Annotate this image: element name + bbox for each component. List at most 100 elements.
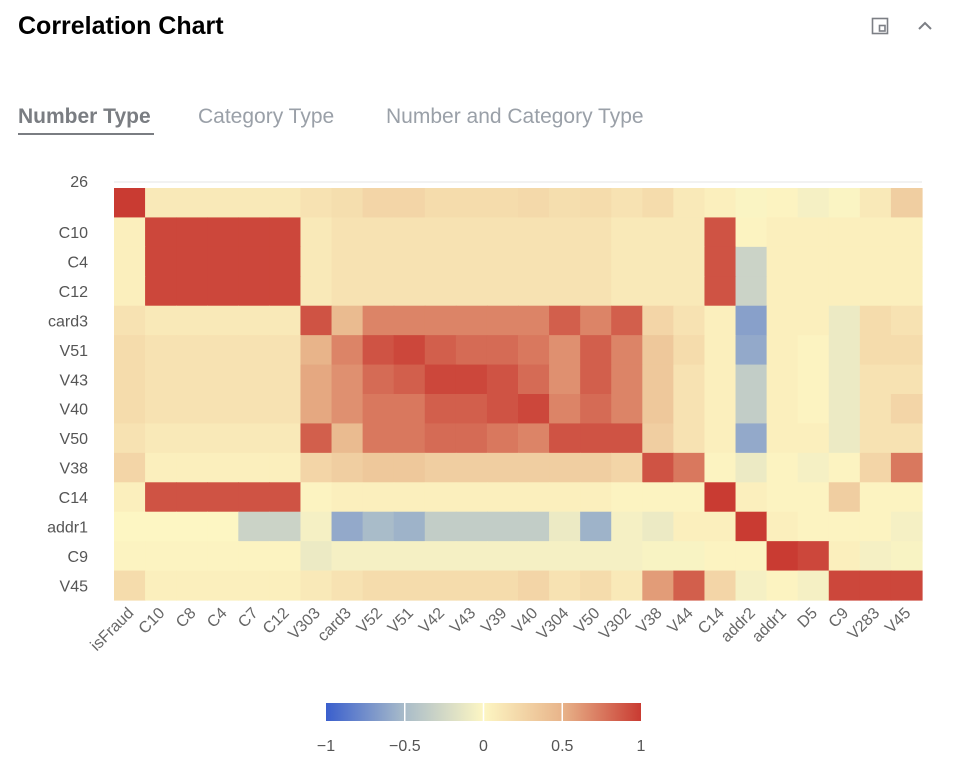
heatmap-cell[interactable] — [890, 217, 923, 248]
heatmap-cell[interactable] — [362, 570, 395, 601]
heatmap-cell[interactable] — [331, 364, 364, 395]
heatmap-cell[interactable] — [455, 394, 488, 425]
heatmap-cell[interactable] — [207, 511, 239, 542]
heatmap-cell[interactable] — [549, 394, 581, 425]
tab-category-type[interactable]: Category Type — [198, 105, 335, 128]
heatmap-cell[interactable] — [797, 570, 830, 601]
heatmap-cell[interactable] — [673, 188, 706, 219]
heatmap-cell[interactable] — [455, 482, 488, 513]
tab-number-and-category-type[interactable]: Number and Category Type — [386, 105, 644, 128]
heatmap-cell[interactable] — [424, 246, 457, 277]
heatmap-cell[interactable] — [145, 570, 177, 601]
heatmap-cell[interactable] — [207, 188, 239, 219]
heatmap-cell[interactable] — [797, 217, 830, 248]
heatmap-cell[interactable] — [393, 511, 426, 542]
heatmap-cell[interactable] — [207, 305, 239, 336]
heatmap-cell[interactable] — [455, 423, 488, 454]
heatmap-cell[interactable] — [362, 482, 395, 513]
heatmap-cell[interactable] — [269, 364, 302, 395]
heatmap-cell[interactable] — [766, 394, 799, 425]
heatmap-cell[interactable] — [145, 335, 177, 366]
heatmap-cell[interactable] — [642, 423, 674, 454]
heatmap-cell[interactable] — [797, 246, 830, 277]
heatmap-cell[interactable] — [890, 511, 923, 542]
heatmap-cell[interactable] — [580, 452, 612, 483]
heatmap-cell[interactable] — [145, 305, 177, 336]
heatmap-cell[interactable] — [704, 570, 737, 601]
heatmap-cell[interactable] — [611, 335, 643, 366]
heatmap-cell[interactable] — [393, 188, 426, 219]
heatmap-cell[interactable] — [207, 482, 239, 513]
heatmap-cell[interactable] — [393, 394, 426, 425]
heatmap-cell[interactable] — [362, 188, 395, 219]
heatmap-cell[interactable] — [393, 276, 426, 307]
heatmap-cell[interactable] — [207, 541, 239, 572]
heatmap-cell[interactable] — [611, 305, 643, 336]
heatmap-cell[interactable] — [797, 188, 830, 219]
heatmap-cell[interactable] — [145, 541, 177, 572]
heatmap-cell[interactable] — [393, 452, 426, 483]
heatmap-cell[interactable] — [114, 482, 146, 513]
heatmap-cell[interactable] — [797, 482, 830, 513]
heatmap-cell[interactable] — [331, 217, 364, 248]
heatmap-cell[interactable] — [145, 482, 177, 513]
heatmap-cell[interactable] — [642, 570, 674, 601]
heatmap-cell[interactable] — [114, 246, 146, 277]
heatmap-cell[interactable] — [828, 541, 861, 572]
heatmap-cell[interactable] — [362, 305, 395, 336]
heatmap-cell[interactable] — [269, 423, 302, 454]
heatmap-cell[interactable] — [269, 246, 302, 277]
heatmap-cell[interactable] — [424, 394, 457, 425]
heatmap-cell[interactable] — [331, 570, 364, 601]
heatmap-cell[interactable] — [238, 394, 270, 425]
heatmap-cell[interactable] — [393, 482, 426, 513]
heatmap-cell[interactable] — [145, 511, 177, 542]
heatmap-cell[interactable] — [114, 452, 146, 483]
heatmap-cell[interactable] — [859, 570, 892, 601]
heatmap-cell[interactable] — [269, 511, 302, 542]
heatmap-cell[interactable] — [114, 276, 146, 307]
heatmap-cell[interactable] — [114, 217, 146, 248]
heatmap-cell[interactable] — [176, 511, 208, 542]
heatmap-cell[interactable] — [145, 217, 177, 248]
heatmap-cell[interactable] — [300, 482, 333, 513]
heatmap-cell[interactable] — [145, 452, 177, 483]
heatmap-cell[interactable] — [704, 217, 737, 248]
heatmap-cell[interactable] — [580, 276, 612, 307]
heatmap-cell[interactable] — [580, 335, 612, 366]
heatmap-cell[interactable] — [362, 511, 395, 542]
heatmap-cell[interactable] — [890, 452, 923, 483]
heatmap-cell[interactable] — [269, 452, 302, 483]
heatmap-cell[interactable] — [238, 423, 270, 454]
heatmap-cell[interactable] — [518, 246, 550, 277]
heatmap-cell[interactable] — [766, 364, 799, 395]
heatmap-cell[interactable] — [176, 188, 208, 219]
heatmap-cell[interactable] — [735, 276, 768, 307]
heatmap-cell[interactable] — [859, 217, 892, 248]
heatmap-cell[interactable] — [611, 188, 643, 219]
heatmap-cell[interactable] — [642, 276, 674, 307]
heatmap-cell[interactable] — [797, 335, 830, 366]
heatmap-cell[interactable] — [580, 511, 612, 542]
heatmap-cell[interactable] — [207, 570, 239, 601]
heatmap-cell[interactable] — [642, 364, 674, 395]
heatmap-cell[interactable] — [704, 276, 737, 307]
heatmap-cell[interactable] — [176, 570, 208, 601]
heatmap-cell[interactable] — [269, 188, 302, 219]
heatmap-cell[interactable] — [114, 394, 146, 425]
heatmap-cell[interactable] — [300, 217, 333, 248]
heatmap-cell[interactable] — [393, 217, 426, 248]
heatmap-cell[interactable] — [486, 305, 519, 336]
heatmap-cell[interactable] — [393, 570, 426, 601]
heatmap-cell[interactable] — [859, 511, 892, 542]
heatmap-cell[interactable] — [207, 423, 239, 454]
heatmap-cell[interactable] — [176, 246, 208, 277]
heatmap-cell[interactable] — [673, 423, 706, 454]
heatmap-cell[interactable] — [331, 335, 364, 366]
heatmap-cell[interactable] — [238, 511, 270, 542]
heatmap-cell[interactable] — [704, 335, 737, 366]
heatmap-cell[interactable] — [331, 452, 364, 483]
heatmap-cell[interactable] — [611, 482, 643, 513]
heatmap-cell[interactable] — [114, 335, 146, 366]
heatmap-cell[interactable] — [828, 217, 861, 248]
